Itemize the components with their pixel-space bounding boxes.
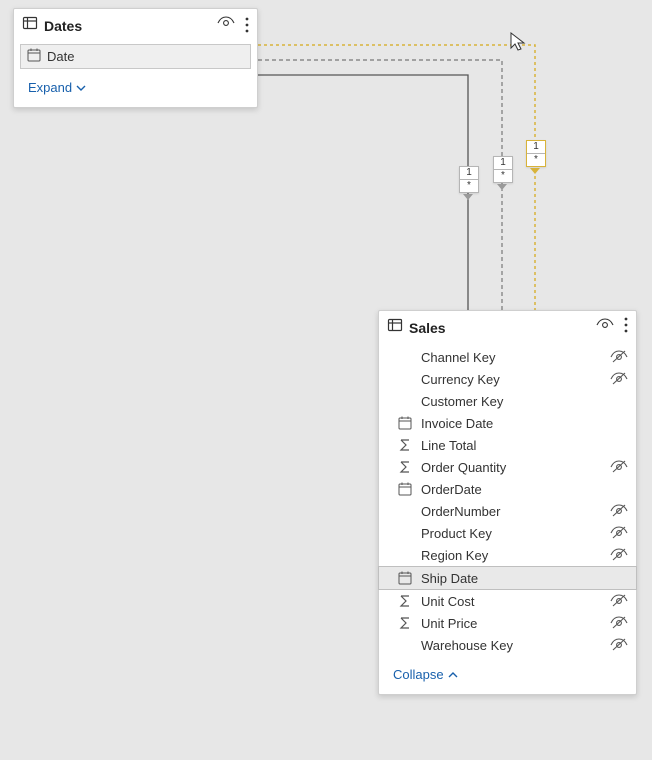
visibility-icon[interactable] — [596, 318, 614, 337]
cardinality-many: * — [494, 170, 512, 182]
calendar-icon — [397, 481, 413, 497]
filter-arrow-icon — [463, 194, 473, 200]
blank-icon — [397, 637, 413, 653]
hidden-icon[interactable] — [610, 371, 628, 387]
hidden-icon — [610, 570, 628, 586]
hidden-icon[interactable] — [610, 615, 628, 631]
table-header[interactable]: Dates — [14, 9, 257, 42]
cardinality-badge: 1 * — [526, 140, 546, 167]
blank-icon — [397, 393, 413, 409]
field-list: Channel Key Currency Key Customer Key Invoi… — [379, 344, 636, 658]
calendar-icon — [397, 570, 413, 586]
table-title: Sales — [409, 320, 590, 336]
hidden-icon[interactable] — [610, 459, 628, 475]
blank-icon — [397, 503, 413, 519]
field-label: Currency Key — [421, 372, 602, 387]
expand-label: Expand — [28, 80, 72, 95]
table-card-dates[interactable]: Dates Date — [13, 8, 258, 108]
model-canvas[interactable]: 1 * 1 * 1 * Dates — [0, 0, 652, 760]
field-row[interactable]: Warehouse Key — [379, 634, 636, 656]
sigma-icon — [397, 437, 413, 453]
hidden-icon[interactable] — [610, 593, 628, 609]
blank-icon — [397, 525, 413, 541]
chevron-up-icon — [448, 670, 458, 680]
hidden-icon[interactable] — [610, 547, 628, 563]
field-row[interactable]: Invoice Date — [379, 412, 636, 434]
field-label: Ship Date — [421, 571, 602, 586]
calendar-icon — [397, 415, 413, 431]
field-row[interactable]: Unit Price — [379, 612, 636, 634]
field-label: Customer Key — [421, 394, 602, 409]
field-list: Date — [14, 42, 257, 71]
table-title: Dates — [44, 18, 211, 34]
cardinality-many: * — [527, 154, 545, 166]
sigma-icon — [397, 459, 413, 475]
field-row[interactable]: Customer Key — [379, 390, 636, 412]
field-label: OrderNumber — [421, 504, 602, 519]
hidden-icon — [610, 415, 628, 431]
blank-icon — [397, 547, 413, 563]
cardinality-many: * — [460, 180, 478, 192]
table-icon — [22, 15, 38, 36]
field-label: Order Quantity — [421, 460, 602, 475]
field-row[interactable]: Order Quantity — [379, 456, 636, 478]
hidden-icon — [610, 481, 628, 497]
field-row[interactable]: Date — [20, 44, 251, 69]
field-label: Invoice Date — [421, 416, 602, 431]
chevron-down-icon — [76, 83, 86, 93]
cardinality-one: 1 — [460, 167, 478, 180]
field-label: Region Key — [421, 548, 602, 563]
table-icon — [387, 317, 403, 338]
field-label: Unit Price — [421, 616, 602, 631]
field-label: Unit Cost — [421, 594, 602, 609]
collapse-label: Collapse — [393, 667, 444, 682]
sigma-icon — [397, 593, 413, 609]
field-row[interactable]: Product Key — [379, 522, 636, 544]
field-row[interactable]: Unit Cost — [379, 590, 636, 612]
visibility-icon[interactable] — [217, 16, 235, 35]
field-row[interactable]: Channel Key — [379, 346, 636, 368]
cardinality-one: 1 — [527, 141, 545, 154]
field-label: OrderDate — [421, 482, 602, 497]
field-row[interactable]: Line Total — [379, 434, 636, 456]
field-row[interactable]: Region Key — [379, 544, 636, 566]
hidden-icon[interactable] — [610, 637, 628, 653]
expand-link[interactable]: Expand — [28, 80, 86, 95]
blank-icon — [397, 371, 413, 387]
field-row[interactable]: Ship Date — [378, 566, 637, 590]
card-footer: Expand — [14, 71, 257, 107]
more-options-icon[interactable] — [624, 317, 628, 338]
filter-arrow-icon — [497, 184, 507, 190]
hidden-icon — [610, 393, 628, 409]
field-row[interactable]: OrderNumber — [379, 500, 636, 522]
hidden-icon[interactable] — [610, 503, 628, 519]
cardinality-one: 1 — [494, 157, 512, 170]
table-card-sales[interactable]: Sales Channel Key Currency Key Customer Ke… — [378, 310, 637, 695]
field-label: Product Key — [421, 526, 602, 541]
field-row[interactable]: Currency Key — [379, 368, 636, 390]
collapse-link[interactable]: Collapse — [393, 667, 458, 682]
cardinality-badge: 1 * — [493, 156, 513, 183]
table-header[interactable]: Sales — [379, 311, 636, 344]
cursor-icon — [510, 32, 528, 57]
field-label: Line Total — [421, 438, 602, 453]
field-label: Warehouse Key — [421, 638, 602, 653]
filter-arrow-icon — [530, 168, 540, 174]
sigma-icon — [397, 615, 413, 631]
blank-icon — [397, 349, 413, 365]
field-row[interactable]: OrderDate — [379, 478, 636, 500]
more-options-icon[interactable] — [245, 17, 249, 34]
hidden-icon — [610, 437, 628, 453]
hidden-icon[interactable] — [610, 525, 628, 541]
field-label: Date — [47, 49, 74, 64]
calendar-icon — [27, 48, 41, 65]
cardinality-badge: 1 * — [459, 166, 479, 193]
card-footer: Collapse — [379, 658, 636, 694]
field-label: Channel Key — [421, 350, 602, 365]
hidden-icon[interactable] — [610, 349, 628, 365]
